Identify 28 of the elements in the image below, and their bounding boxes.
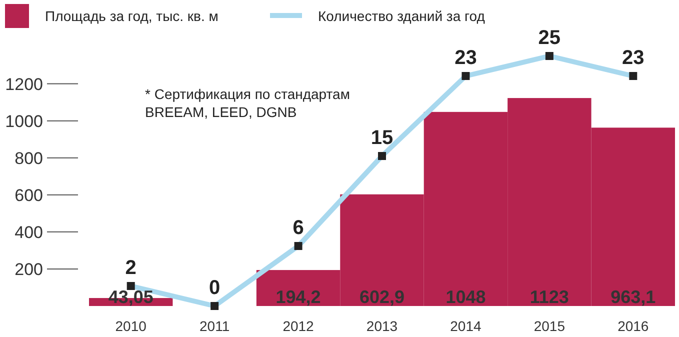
data-label: 1048	[446, 287, 486, 307]
x-tick-label: 2016	[618, 318, 649, 334]
y-tick-label: 600	[14, 186, 43, 205]
x-tick-label: 2010	[115, 318, 147, 334]
data-label: 0	[209, 277, 220, 299]
data-label: 602,9	[359, 287, 405, 307]
annotation: * Сертификация по стандартам BREEAM, LEED, DGNB	[145, 86, 350, 120]
data-label: 6	[292, 217, 304, 239]
data-label: 963,1	[610, 287, 656, 307]
x-tick-label: 2015	[534, 318, 566, 334]
data-label: 15	[370, 127, 394, 149]
data-label: 1123	[530, 287, 569, 307]
y-tick-label: 200	[14, 260, 43, 279]
y-tick-label: 800	[14, 148, 43, 168]
x-tick-label: 2012	[282, 318, 314, 334]
legend-label: Количество зданий за год	[318, 8, 485, 24]
data-label: 2	[125, 257, 136, 279]
y-tick-label: 1200	[5, 74, 43, 94]
y-tick-label: 400	[14, 222, 43, 242]
x-tick-label: 2011	[200, 318, 230, 334]
data-label: 25	[538, 27, 561, 49]
x-tick-label: 2013	[366, 318, 398, 334]
x-tick-label: 2014	[450, 318, 482, 334]
y-tick-label: 1000	[5, 112, 43, 131]
data-label: 194,2	[276, 287, 321, 307]
data-label: 23	[454, 47, 477, 69]
data-label: 23	[622, 47, 644, 69]
legend-label: Площадь за год, тыс. кв. м	[45, 8, 218, 24]
